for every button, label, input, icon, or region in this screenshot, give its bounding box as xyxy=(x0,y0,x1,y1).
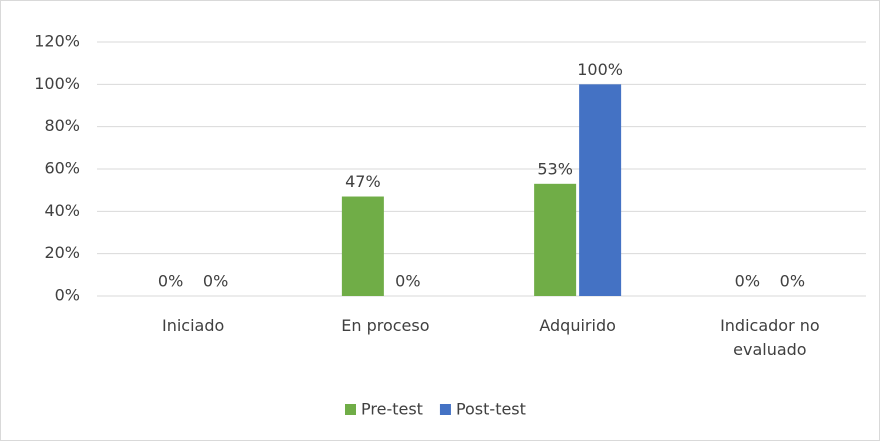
x-tick-label: Iniciado xyxy=(161,316,225,335)
bar xyxy=(341,196,384,296)
y-tick-label: 20% xyxy=(44,243,80,262)
legend-label: Post-test xyxy=(456,400,526,419)
data-label: 0% xyxy=(203,272,228,291)
x-tick-label-box: En proceso xyxy=(341,316,430,335)
y-tick-label: 100% xyxy=(34,74,80,93)
x-tick-label-box: Indicador no evaluado xyxy=(720,316,820,359)
legend-swatch xyxy=(439,404,451,415)
legend-label: Pre-test xyxy=(361,400,423,419)
bar xyxy=(534,183,577,296)
y-tick-label: 0% xyxy=(55,286,80,305)
data-label: 100% xyxy=(577,60,623,79)
data-label: 0% xyxy=(158,272,183,291)
data-label: 0% xyxy=(780,272,805,291)
x-tick-label: Adquirido xyxy=(539,316,616,335)
y-tick-label: 80% xyxy=(44,116,80,135)
y-tick-label: 120% xyxy=(34,32,80,51)
y-tick-label: 40% xyxy=(44,201,80,220)
x-tick-label: En proceso xyxy=(341,316,430,335)
x-tick-label: Indicador no evaluado xyxy=(720,316,820,359)
data-label: 0% xyxy=(735,272,760,291)
data-label: 47% xyxy=(345,172,381,191)
bar xyxy=(579,84,622,296)
data-label: 0% xyxy=(395,272,420,291)
data-label: 53% xyxy=(537,159,573,178)
y-tick-label: 60% xyxy=(44,159,80,178)
legend-swatch xyxy=(345,404,356,415)
x-tick-label-box: Adquirido xyxy=(539,316,616,335)
x-tick-label-box: Iniciado xyxy=(161,316,225,335)
